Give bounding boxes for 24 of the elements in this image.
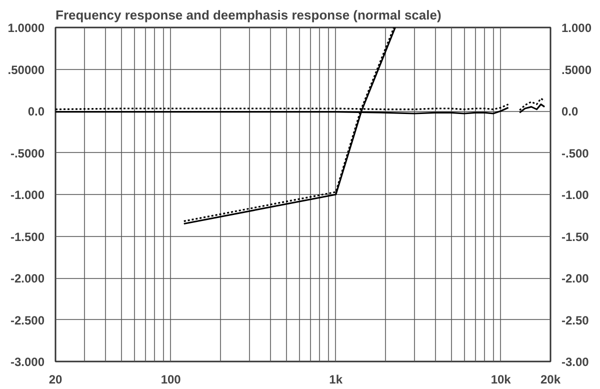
x-tick-label: 1k bbox=[329, 372, 343, 386]
y2-tick-label: .5000 bbox=[562, 62, 592, 77]
x-tick-label: 100 bbox=[160, 372, 182, 386]
y2-tick-label: -2.00 bbox=[562, 272, 590, 286]
y-tick-label: 0.0 bbox=[28, 104, 45, 118]
y2-tick-label: -1.50 bbox=[562, 230, 590, 244]
y-tick-label: -1.500 bbox=[10, 230, 45, 244]
chart-title: Frequency response and deemphasis response (normal scale) bbox=[56, 8, 442, 22]
y-tick-label: -2.000 bbox=[10, 272, 45, 286]
y-tick-label: -1.000 bbox=[10, 188, 45, 202]
y2-tick-label: 0.0 bbox=[562, 104, 579, 118]
y2-tick-label: -.500 bbox=[562, 146, 590, 160]
x-tick-label: 20 bbox=[48, 372, 62, 386]
y-tick-label: -2.500 bbox=[10, 313, 45, 328]
y-tick-label: .50000 bbox=[8, 62, 45, 77]
y-tick-label: -.5000 bbox=[10, 146, 45, 160]
y2-tick-label: -2.50 bbox=[562, 313, 590, 328]
x-tick-label: 20k bbox=[540, 372, 561, 386]
y2-tick-label: 1.000 bbox=[562, 21, 592, 35]
y2-tick-label: -1.00 bbox=[562, 188, 590, 202]
y2-tick-label: -3.00 bbox=[562, 355, 590, 369]
x-tick-label: 10k bbox=[490, 372, 512, 386]
y-tick-label: -3.000 bbox=[10, 355, 45, 369]
y-tick-label: 1.0000 bbox=[8, 21, 45, 35]
